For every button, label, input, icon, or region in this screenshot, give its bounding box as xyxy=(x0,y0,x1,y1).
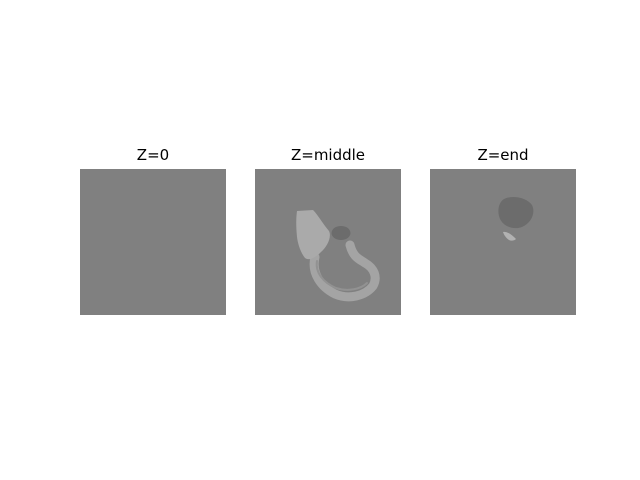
slice-image-zend xyxy=(430,169,576,315)
bright-region xyxy=(296,210,330,260)
panel-title-zmiddle: Z=middle xyxy=(290,146,366,164)
slice-background xyxy=(80,169,226,315)
panel-title-z0: Z=0 xyxy=(136,146,170,164)
dark-region xyxy=(331,226,351,240)
slice-image-zmiddle xyxy=(255,169,401,315)
tube-structure xyxy=(309,240,380,302)
slice-background xyxy=(430,169,576,315)
tube-inner xyxy=(315,260,368,291)
slice-image-z0 xyxy=(80,169,226,315)
small-bright-region xyxy=(503,231,516,241)
panel-title-zend: Z=end xyxy=(477,146,529,164)
dark-region xyxy=(498,197,534,229)
